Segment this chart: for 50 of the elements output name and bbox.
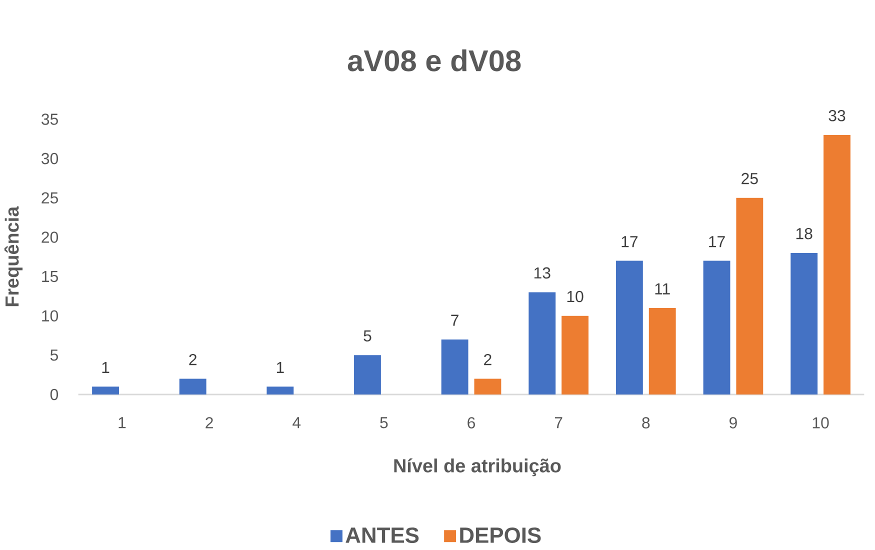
bar [441,339,468,394]
y-tick-label: 30 [42,152,58,164]
data-label: 2 [189,354,196,366]
y-tick-label: 15 [42,270,58,282]
bar [474,378,502,394]
x-tick-label: 10 [812,417,829,428]
y-tick-label: 20 [42,232,58,243]
data-label: 11 [655,283,670,294]
x-tick-label: 7 [554,417,562,428]
x-tick-label: 1 [118,417,126,428]
data-label: 18 [796,228,812,240]
data-label: 5 [364,330,372,342]
x-tick-label: 6 [468,417,475,428]
bar [790,252,818,394]
data-label: 33 [828,110,846,122]
data-label: 25 [742,172,758,184]
data-label: 2 [484,354,492,366]
y-tick-label: 5 [50,350,58,361]
bar [616,260,643,394]
data-label: 1 [276,362,284,373]
bar [92,386,119,394]
x-tick-label: 9 [730,417,737,428]
bar [824,134,850,394]
data-label: 17 [709,236,725,248]
bar [703,260,730,394]
y-tick-label: 35 [42,114,58,125]
bar [736,198,764,394]
y-tick-label: 0 [50,388,58,400]
y-tick-label: 10 [42,310,58,322]
data-label: 10 [567,290,584,302]
x-tick-label: 5 [380,417,388,428]
legend-label: ANTES [346,527,419,543]
data-label: 1 [102,362,110,373]
x-tick-label: 4 [292,417,301,428]
x-axis-title: Nível de atribuição [394,458,561,476]
y-tick-label: 25 [42,192,58,204]
bar [648,308,676,394]
chart-title: aV08 e dV08 [348,49,521,72]
x-tick-label: 8 [642,417,650,428]
legend-label: DEPOIS [460,527,541,543]
bar [562,316,588,394]
bar [179,378,206,394]
data-label: 7 [451,314,458,326]
bar [528,292,556,394]
data-label: 13 [534,267,550,279]
y-axis-title: Frequência [4,206,23,306]
bar [266,386,294,394]
x-tick-label: 2 [206,417,213,428]
bar [354,355,381,394]
data-label: 17 [622,236,638,248]
